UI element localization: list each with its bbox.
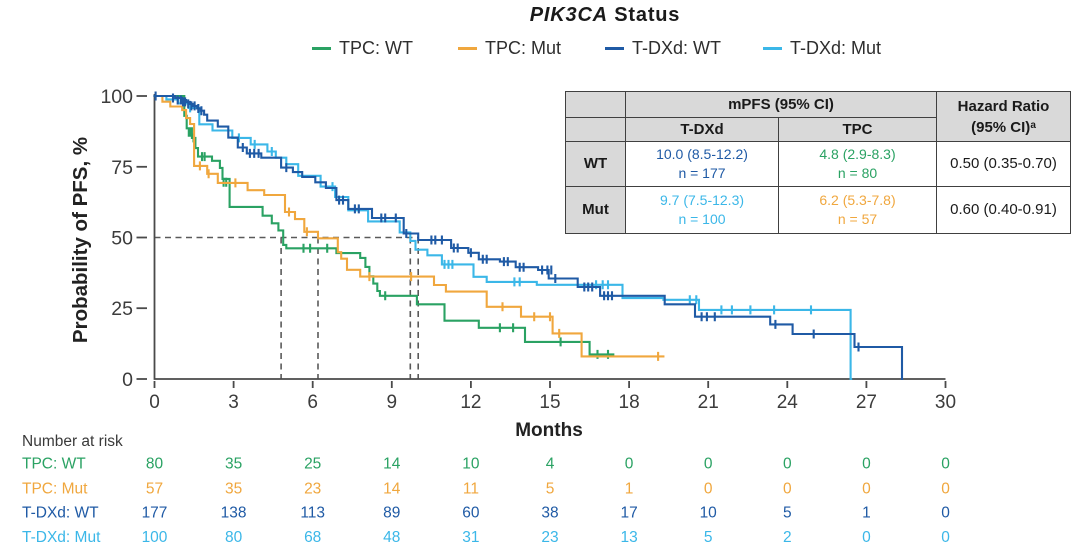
svg-text:35: 35	[225, 480, 242, 497]
svg-text:25: 25	[111, 298, 133, 320]
svg-text:0: 0	[122, 369, 133, 391]
svg-text:Probability of PFS, %: Probability of PFS, %	[69, 137, 92, 343]
svg-text:Number at risk: Number at risk	[22, 433, 123, 450]
svg-text:0: 0	[862, 456, 871, 473]
svg-text:0: 0	[149, 392, 160, 413]
svg-text:0: 0	[783, 480, 792, 497]
svg-text:25: 25	[304, 456, 321, 473]
svg-text:177: 177	[142, 505, 168, 522]
svg-text:T-DXd: WT: T-DXd: WT	[22, 505, 99, 522]
svg-text:100: 100	[142, 529, 168, 546]
svg-text:14: 14	[383, 480, 401, 497]
svg-text:TPC: Mut: TPC: Mut	[22, 480, 88, 497]
svg-text:5: 5	[783, 505, 792, 522]
svg-text:57: 57	[146, 480, 163, 497]
svg-text:31: 31	[462, 529, 479, 546]
svg-text:27: 27	[856, 392, 877, 413]
svg-text:30: 30	[935, 392, 956, 413]
svg-text:138: 138	[221, 505, 247, 522]
svg-text:11: 11	[463, 480, 479, 497]
svg-text:9: 9	[387, 392, 398, 413]
svg-text:80: 80	[225, 529, 243, 546]
svg-text:113: 113	[300, 505, 325, 522]
svg-text:38: 38	[541, 505, 558, 522]
svg-text:1: 1	[625, 480, 634, 497]
svg-text:0: 0	[862, 529, 871, 546]
svg-text:5: 5	[546, 480, 555, 497]
svg-text:4: 4	[546, 456, 555, 473]
svg-text:3: 3	[228, 392, 239, 413]
svg-text:6: 6	[307, 392, 318, 413]
svg-text:35: 35	[225, 456, 242, 473]
svg-text:24: 24	[777, 392, 799, 413]
svg-text:68: 68	[304, 529, 321, 546]
svg-text:0: 0	[704, 456, 713, 473]
svg-text:17: 17	[620, 505, 637, 522]
svg-text:23: 23	[304, 480, 321, 497]
svg-text:0: 0	[704, 480, 713, 497]
svg-text:0: 0	[941, 505, 950, 522]
svg-text:T-DXd: Mut: T-DXd: Mut	[22, 529, 101, 546]
svg-text:0: 0	[862, 480, 871, 497]
svg-text:60: 60	[462, 505, 480, 522]
svg-text:75: 75	[111, 157, 133, 179]
svg-text:1: 1	[862, 505, 871, 522]
svg-text:10: 10	[700, 505, 718, 522]
svg-text:23: 23	[541, 529, 558, 546]
svg-text:50: 50	[111, 228, 133, 250]
svg-text:0: 0	[941, 456, 950, 473]
svg-text:89: 89	[383, 505, 400, 522]
svg-text:Months: Months	[515, 420, 583, 441]
svg-text:48: 48	[383, 529, 400, 546]
svg-text:13: 13	[620, 529, 637, 546]
svg-text:18: 18	[619, 392, 640, 413]
svg-text:100: 100	[100, 86, 133, 108]
svg-text:21: 21	[698, 392, 719, 413]
svg-text:80: 80	[146, 456, 164, 473]
svg-text:0: 0	[941, 480, 950, 497]
svg-text:5: 5	[704, 529, 713, 546]
svg-text:2: 2	[783, 529, 792, 546]
svg-text:10: 10	[462, 456, 480, 473]
svg-text:0: 0	[625, 456, 634, 473]
svg-text:0: 0	[783, 456, 792, 473]
svg-text:15: 15	[539, 392, 560, 413]
svg-text:14: 14	[383, 456, 401, 473]
svg-text:0: 0	[941, 529, 950, 546]
svg-text:TPC: WT: TPC: WT	[22, 456, 86, 473]
svg-text:12: 12	[460, 392, 481, 413]
